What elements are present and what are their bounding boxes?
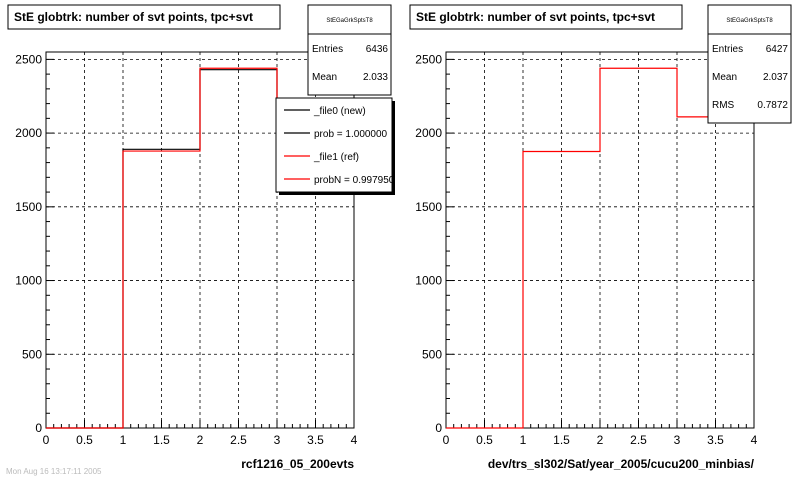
x-tick-label: 1.5	[553, 433, 570, 447]
x-axis-label: dev/trs_sl302/Sat/year_2005/cucu200_minb…	[488, 457, 755, 471]
x-tick-label: 1	[520, 433, 527, 447]
stats-label: Entries	[312, 44, 343, 55]
x-tick-label: 2	[597, 433, 604, 447]
legend-entry: prob = 1.000000	[314, 129, 388, 140]
y-tick-label: 500	[422, 347, 442, 361]
legend-entry: probN = 0.997950	[314, 175, 395, 186]
histogram-series-1	[446, 67, 754, 429]
x-tick-label: 1	[120, 433, 127, 447]
x-tick-label: 0	[43, 433, 50, 447]
stats-box	[707, 4, 792, 124]
x-tick-label: 3.5	[307, 433, 324, 447]
legend-entry: _file0 (new)	[313, 106, 366, 117]
footer-timestamp: Mon Aug 16 13:17:11 2005	[6, 467, 102, 476]
y-tick-label: 2000	[15, 126, 42, 140]
x-tick-label: 2.5	[630, 433, 647, 447]
y-tick-label: 2500	[415, 52, 442, 66]
x-tick-label: 2	[197, 433, 204, 447]
legend-box	[275, 97, 393, 193]
stats-name: StEGaGrkSptsT8	[326, 18, 373, 24]
x-tick-label: 0	[443, 433, 450, 447]
stats-box	[307, 4, 392, 96]
histogram-panel-2: 0 0.5 1 1.5 2 2.5 3 3.5 4 0 500 1000 1500 2000 2500 StE…	[409, 4, 792, 471]
y-tick-label: 0	[435, 421, 442, 435]
y-tick-label: 0	[35, 421, 42, 435]
x-tick-label: 3	[274, 433, 281, 447]
stats-name: StEGaGrkSptsT8	[726, 18, 773, 24]
stats-value: 2.033	[363, 72, 388, 83]
x-tick-label: 0.5	[76, 433, 93, 447]
stats-value: 0.7872	[757, 100, 788, 111]
y-tick-label: 500	[22, 347, 42, 361]
stats-label: Mean	[712, 72, 737, 83]
y-tick-label: 1500	[415, 200, 442, 214]
stats-value: 6436	[366, 44, 389, 55]
x-tick-label: 4	[751, 433, 758, 447]
y-tick-label: 2000	[415, 126, 442, 140]
y-tick-label: 1000	[415, 274, 442, 288]
x-tick-label: 3	[674, 433, 681, 447]
stats-label: Entries	[712, 44, 743, 55]
x-tick-label: 2.5	[230, 433, 247, 447]
x-tick-label: 4	[351, 433, 358, 447]
chart-title: StE globtrk: number of svt points, tpc+s…	[416, 10, 655, 24]
title-box	[409, 4, 683, 30]
x-axis-label: rcf1216_05_200evts	[241, 457, 354, 471]
y-tick-label: 1000	[15, 274, 42, 288]
x-tick-label: 3.5	[707, 433, 724, 447]
y-tick-label: 1500	[15, 200, 42, 214]
y-tick-label: 2500	[15, 52, 42, 66]
chart-title: StE globtrk: number of svt points, tpc+s…	[14, 10, 253, 24]
x-tick-label: 0.5	[476, 433, 493, 447]
title-box	[7, 4, 281, 30]
legend-entry: _file1 (ref)	[313, 152, 359, 163]
stats-label: Mean	[312, 72, 337, 83]
stats-label: RMS	[712, 100, 735, 111]
histogram-panel-1: 0 0.5 1 1.5 2 2.5 3 3.5 4 0 500 1000 1500 2000 2500 StE…	[6, 4, 395, 476]
stats-value: 2.037	[763, 72, 788, 83]
x-tick-label: 1.5	[153, 433, 170, 447]
stats-value: 6427	[766, 44, 789, 55]
